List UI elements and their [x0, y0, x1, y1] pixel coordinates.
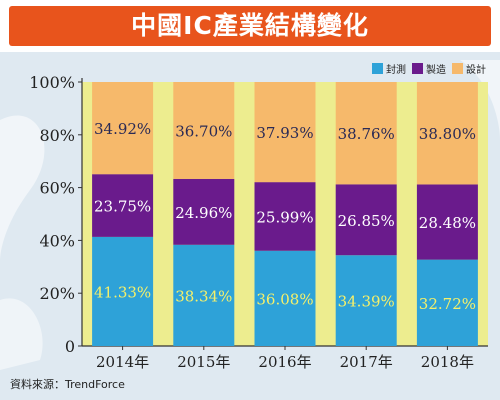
data-label: 28.48% [419, 214, 476, 232]
data-label: 26.85% [338, 212, 395, 230]
bar-segment [335, 255, 397, 346]
legend-label-packaging: 封測 [386, 64, 406, 76]
data-label: 38.80% [419, 125, 476, 143]
y-tick-label: 80% [39, 126, 75, 145]
y-tick-label: 60% [39, 179, 75, 198]
legend-swatch-design [452, 62, 463, 74]
bar-segment [92, 174, 154, 237]
data-label: 24.96% [175, 204, 232, 222]
data-label: 41.33% [94, 283, 151, 301]
bar-segment [416, 82, 478, 185]
data-label: 36.70% [175, 122, 232, 140]
legend-item-manufacturing: 製造 [412, 61, 446, 76]
bar-segment [416, 184, 478, 260]
background-shape [460, 60, 500, 140]
data-label: 36.08% [256, 290, 313, 308]
y-tick-label: 0 [65, 337, 75, 356]
data-label: 38.76% [338, 125, 395, 143]
legend-swatch-packaging [372, 62, 383, 74]
legend-label-design: 設計 [466, 64, 486, 76]
data-label: 25.99% [256, 208, 313, 226]
data-label: 38.34% [175, 287, 232, 305]
title-banner: 中國IC產業結構變化 [9, 6, 491, 46]
data-label: 23.75% [94, 198, 151, 216]
legend-item-packaging: 封測 [372, 61, 406, 76]
y-tick-label: 100% [29, 73, 75, 92]
legend-swatch-manufacturing [412, 62, 423, 74]
y-tick-label: 40% [39, 231, 75, 250]
y-tick-label: 20% [39, 284, 75, 303]
x-tick-label: 2014年 [96, 353, 149, 371]
bar-segment [254, 182, 316, 251]
x-tick-label: 2018年 [421, 353, 474, 371]
background-shape [0, 298, 43, 370]
bar-segment [254, 250, 316, 346]
bar-segment [173, 244, 235, 346]
bar-segment [173, 178, 235, 245]
source-note: 資料來源：TrendForce [10, 378, 125, 391]
data-label: 32.72% [419, 295, 476, 313]
legend-label-manufacturing: 製造 [426, 64, 446, 76]
x-tick-label: 2017年 [340, 353, 393, 371]
background-shape [0, 115, 45, 260]
data-label: 34.92% [94, 120, 151, 138]
bar-segment [335, 82, 397, 185]
title-bar: 中國IC產業結構變化 [0, 0, 500, 52]
x-tick-label: 2015年 [177, 353, 230, 371]
bar-segment [254, 82, 316, 183]
x-tick-label: 2016年 [258, 353, 311, 371]
bar-segment [416, 259, 478, 346]
chart-title: 中國IC產業結構變化 [131, 11, 369, 40]
data-label: 34.39% [338, 293, 395, 311]
bar-segment [173, 82, 235, 179]
bar-segment [335, 184, 397, 256]
bar-segment [92, 236, 154, 346]
chart-legend: 封測 製造 設計 [372, 61, 486, 76]
legend-item-design: 設計 [452, 61, 486, 76]
data-label: 37.93% [256, 124, 313, 142]
bar-segment [92, 82, 154, 175]
